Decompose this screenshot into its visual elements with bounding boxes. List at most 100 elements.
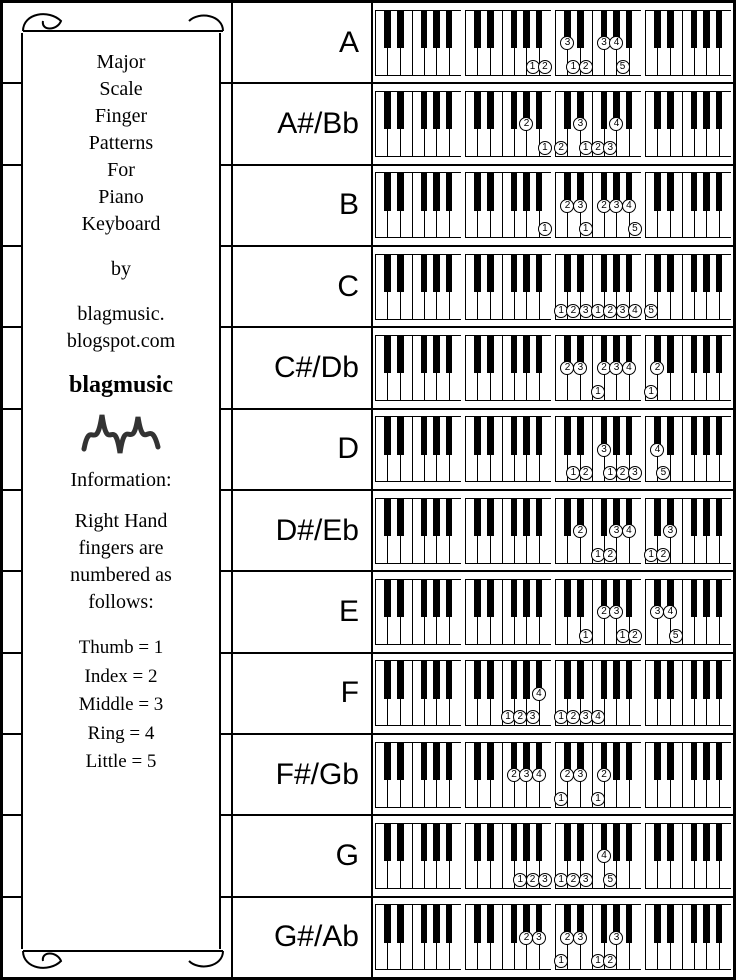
black-key bbox=[536, 416, 543, 454]
keyboard-strip: 12312345 bbox=[373, 572, 733, 651]
scale-row: F12341234 bbox=[233, 654, 733, 735]
scale-label: C#/Db bbox=[233, 328, 373, 407]
finger-number: 1 bbox=[579, 222, 593, 236]
black-key bbox=[667, 10, 674, 48]
title-line: Patterns bbox=[29, 130, 213, 157]
keyboard-octave: 5 bbox=[645, 254, 731, 320]
keyboard-strip: 21231234 bbox=[373, 84, 733, 163]
black-key bbox=[523, 254, 530, 292]
black-key bbox=[523, 335, 530, 373]
black-key bbox=[421, 335, 428, 373]
black-key bbox=[703, 416, 710, 454]
keyboard-strip: 21234123 bbox=[373, 491, 733, 570]
black-key bbox=[487, 742, 494, 780]
black-key bbox=[667, 335, 674, 373]
black-key bbox=[384, 904, 391, 942]
scale-label: D bbox=[233, 410, 373, 489]
black-key bbox=[613, 416, 620, 454]
url-line: blogspot.com bbox=[29, 328, 213, 355]
keyboard-strip: 12341234 bbox=[373, 654, 733, 733]
keyboard-octave bbox=[375, 742, 461, 808]
black-key bbox=[446, 498, 453, 536]
black-key bbox=[691, 823, 698, 861]
black-key bbox=[523, 579, 530, 617]
black-key bbox=[474, 172, 481, 210]
keyboard-octave: 12 bbox=[465, 10, 551, 76]
scale-label: A#/Bb bbox=[233, 84, 373, 163]
scale-row: D12312345 bbox=[233, 410, 733, 491]
keyboard-octave: 123123 bbox=[555, 904, 641, 970]
black-key bbox=[654, 823, 661, 861]
finger-number: 3 bbox=[597, 443, 611, 457]
black-key bbox=[421, 416, 428, 454]
scale-label: D#/Eb bbox=[233, 491, 373, 570]
keyboard-octave: 345 bbox=[645, 579, 731, 645]
black-key bbox=[716, 904, 723, 942]
keyboard-strip: 23123123 bbox=[373, 898, 733, 977]
scale-label: F bbox=[233, 654, 373, 733]
page: A12312345A#/Bb21231234B12312345C12312345… bbox=[0, 0, 736, 980]
black-key bbox=[433, 498, 440, 536]
keyboard-octave: 234 bbox=[465, 742, 551, 808]
black-key bbox=[626, 416, 633, 454]
black-key bbox=[487, 579, 494, 617]
black-key bbox=[487, 254, 494, 292]
black-key bbox=[536, 91, 543, 129]
by-label: by bbox=[29, 256, 213, 283]
black-key bbox=[654, 498, 661, 536]
finger-number: 2 bbox=[597, 768, 611, 782]
black-key bbox=[433, 254, 440, 292]
black-key bbox=[703, 823, 710, 861]
black-key bbox=[703, 91, 710, 129]
black-key bbox=[433, 10, 440, 48]
black-key bbox=[384, 335, 391, 373]
black-key bbox=[487, 823, 494, 861]
black-key bbox=[446, 254, 453, 292]
finger-number: 3 bbox=[532, 931, 546, 945]
black-key bbox=[446, 416, 453, 454]
url-block: blagmusic.blogspot.com bbox=[29, 301, 213, 355]
keyboard-octave: 21234 bbox=[555, 498, 641, 564]
black-key bbox=[716, 335, 723, 373]
info-paragraph: Right Handfingers arenumbered asfollows: bbox=[29, 508, 213, 616]
keyboard-octave bbox=[645, 742, 731, 808]
black-key bbox=[433, 416, 440, 454]
title-line: Major bbox=[29, 49, 213, 76]
black-key bbox=[474, 416, 481, 454]
keyboard-octave: 2312345 bbox=[555, 172, 641, 238]
scale-row: F#/Gb23412312 bbox=[233, 735, 733, 816]
keyboard-octave bbox=[645, 660, 731, 726]
keyboard-octave: 123123 bbox=[555, 416, 641, 482]
black-key bbox=[421, 579, 428, 617]
black-key bbox=[421, 91, 428, 129]
black-key bbox=[384, 10, 391, 48]
black-key bbox=[384, 416, 391, 454]
keyboard-octave bbox=[375, 823, 461, 889]
black-key bbox=[433, 823, 440, 861]
scale-row: C12312345 bbox=[233, 247, 733, 328]
black-key bbox=[421, 254, 428, 292]
keyboard-strip: 12312345 bbox=[373, 816, 733, 895]
black-key bbox=[601, 254, 608, 292]
black-key bbox=[397, 91, 404, 129]
keyboard-octave bbox=[465, 254, 551, 320]
scale-label: G#/Ab bbox=[233, 898, 373, 977]
black-key bbox=[397, 10, 404, 48]
black-key bbox=[511, 660, 518, 698]
finger-number: 4 bbox=[532, 687, 546, 701]
black-key bbox=[691, 498, 698, 536]
black-key bbox=[536, 823, 543, 861]
black-key bbox=[397, 254, 404, 292]
black-key bbox=[626, 10, 633, 48]
keyboard-octave: 21 bbox=[465, 91, 551, 157]
black-key bbox=[564, 579, 571, 617]
black-key bbox=[397, 335, 404, 373]
black-key bbox=[397, 660, 404, 698]
black-key bbox=[474, 254, 481, 292]
black-key bbox=[523, 10, 530, 48]
black-key bbox=[691, 172, 698, 210]
black-key bbox=[654, 742, 661, 780]
black-key bbox=[626, 823, 633, 861]
keyboard-octave bbox=[465, 416, 551, 482]
finger-row: Thumb = 1 bbox=[29, 634, 213, 663]
